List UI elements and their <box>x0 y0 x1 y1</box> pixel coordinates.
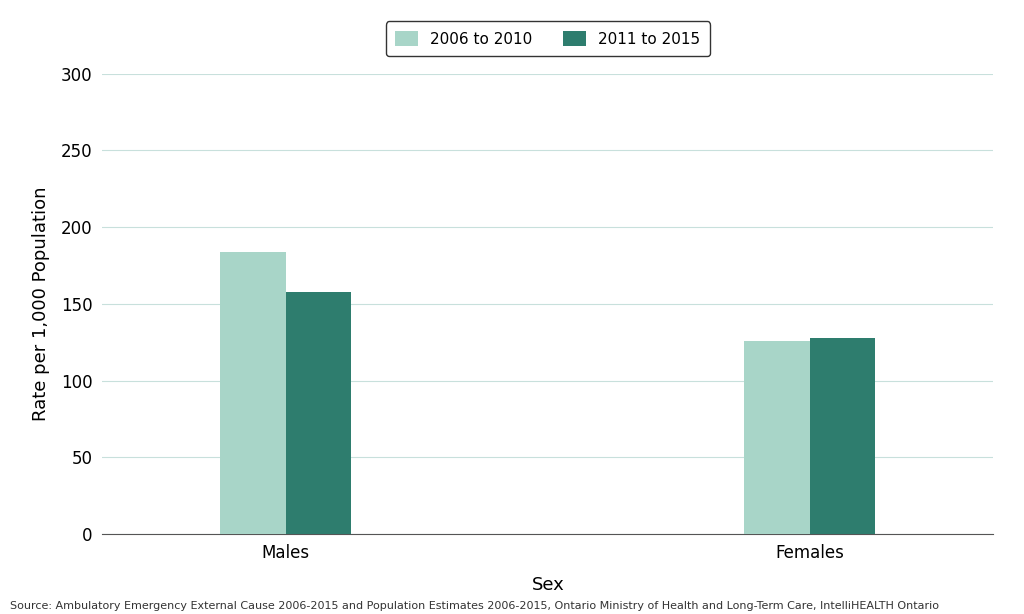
Bar <box>220 252 286 534</box>
Y-axis label: Rate per 1,000 Population: Rate per 1,000 Population <box>32 187 50 421</box>
Bar <box>744 341 810 534</box>
Bar <box>286 292 351 534</box>
Bar <box>810 338 876 534</box>
X-axis label: Sex: Sex <box>531 576 564 594</box>
Text: Source: Ambulatory Emergency External Cause 2006-2015 and Population Estimates 2: Source: Ambulatory Emergency External Ca… <box>10 601 939 611</box>
Legend: 2006 to 2010, 2011 to 2015: 2006 to 2010, 2011 to 2015 <box>386 21 710 56</box>
